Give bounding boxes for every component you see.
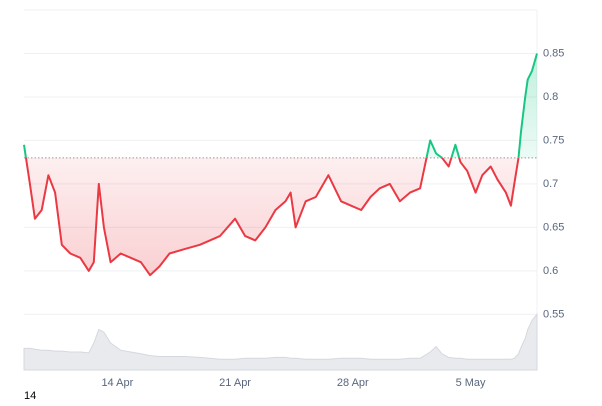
x-tick-label: 28 Apr: [337, 377, 369, 389]
y-tick-label: 0.75: [543, 134, 564, 146]
y-tick-label: 0.8: [543, 91, 558, 103]
y-tick-label: 0.6: [543, 265, 558, 277]
price-area: [24, 53, 537, 276]
x-tick-label: 5 May: [456, 377, 486, 389]
y-tick-label: 0.55: [543, 308, 564, 320]
x-tick-label: 21 Apr: [219, 377, 251, 389]
volume-area: [23, 312, 538, 371]
footer-label: 14: [24, 390, 36, 401]
y-tick-label: 0.7: [543, 178, 558, 190]
y-tick-label: 0.85: [543, 47, 564, 59]
x-tick-label: 14 Apr: [101, 377, 133, 389]
price-line: [23, 53, 538, 277]
y-tick-label: 0.65: [543, 221, 564, 233]
